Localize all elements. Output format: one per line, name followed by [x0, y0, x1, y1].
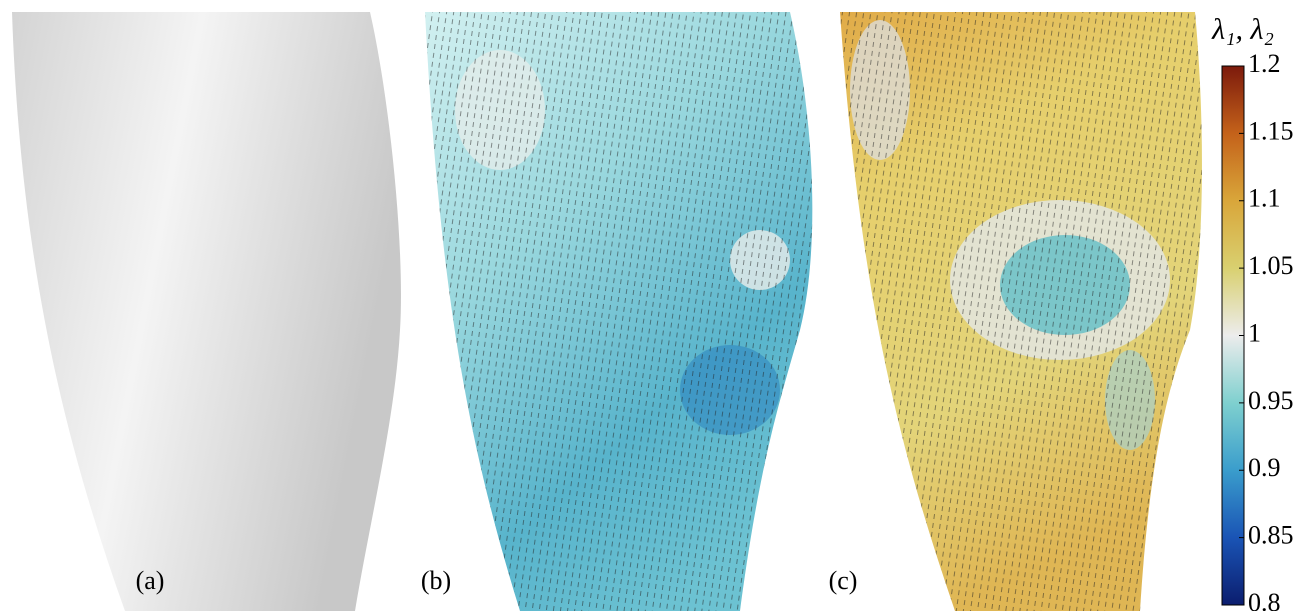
colorbar-label: λ₁, λ₂	[1211, 13, 1274, 46]
panel-label: (a)	[136, 566, 165, 595]
colorbar-tick-label: 1.05	[1248, 251, 1294, 280]
panel-label: (c)	[829, 566, 858, 595]
leg-render-a	[12, 12, 401, 611]
colorbar-tick-label: 0.8	[1248, 588, 1281, 611]
figure: (a) (b) (c) λ₁, λ₂ 1.2 1.15 1.1 1.05 1 0.95 0.…	[0, 0, 1313, 611]
colorbar-tick-label: 0.95	[1248, 386, 1294, 415]
colorbar-tick-label: 1	[1248, 318, 1261, 347]
colorbar-tick-label: 0.9	[1248, 453, 1281, 482]
colorbar-tick-label: 1.2	[1248, 49, 1281, 78]
colorbar-tick-label: 0.85	[1248, 521, 1294, 550]
colorbar-tick-label: 1.1	[1248, 184, 1281, 213]
colorbar-tick-label: 1.15	[1248, 116, 1294, 145]
leg-render-b	[415, 0, 835, 611]
leg-render-c	[835, 0, 1205, 611]
panel-label: (b)	[421, 566, 451, 595]
